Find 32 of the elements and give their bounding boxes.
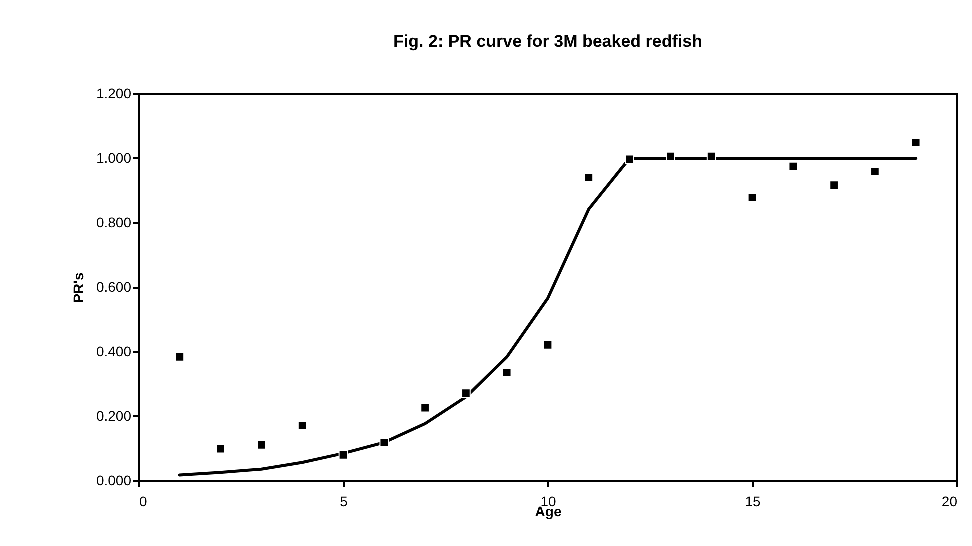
x-tick-label: 15 <box>745 494 761 510</box>
y-tick-label: 0.000 <box>96 472 132 488</box>
point <box>666 152 676 162</box>
y-tick-label: 0.200 <box>96 408 132 424</box>
chart-title: Fig. 2: PR curve for 3M beaked redfish <box>394 32 702 51</box>
y-tick-label: 0.600 <box>96 279 132 295</box>
point <box>625 154 634 164</box>
point <box>870 167 880 176</box>
point <box>298 421 308 431</box>
point <box>380 438 390 448</box>
x-tick-label: 20 <box>942 494 958 510</box>
point <box>911 138 921 148</box>
point <box>748 193 758 203</box>
y-tick-label: 1.200 <box>96 86 132 102</box>
point <box>420 403 430 413</box>
y-tick-label: 1.000 <box>96 150 132 166</box>
y-tick-label: 0.400 <box>96 344 132 360</box>
point <box>338 450 348 460</box>
point <box>462 388 471 398</box>
point <box>788 162 798 172</box>
point <box>830 180 839 190</box>
point <box>543 340 553 350</box>
x-tick-label: 5 <box>340 494 348 510</box>
point <box>216 444 226 454</box>
point <box>175 352 185 362</box>
y-tick-label: 0.800 <box>96 214 132 230</box>
point <box>584 173 594 183</box>
point <box>502 368 512 378</box>
point <box>706 152 716 162</box>
y-axis-title: PR's <box>70 272 86 304</box>
x-tick-label: 0 <box>140 494 148 510</box>
point <box>257 440 266 450</box>
